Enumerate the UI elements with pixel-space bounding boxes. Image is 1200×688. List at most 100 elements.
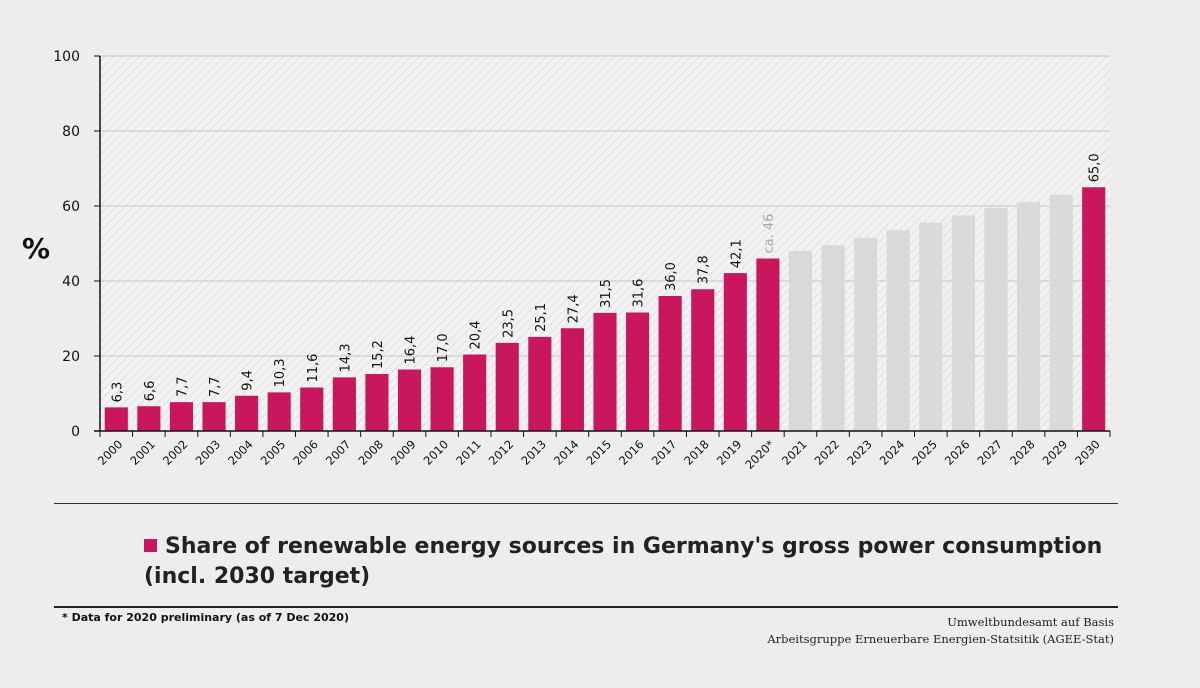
chart: 0 20 40 60 80 100 6,3 6,6 7,7 7,7 9,4 10,3 11,6 14,3…	[22, 49, 1111, 472]
data-label: 11,6	[306, 354, 321, 383]
data-label: 15,2	[371, 340, 386, 369]
bar	[691, 289, 715, 431]
data-label: 42,1	[729, 239, 744, 268]
x-tick-label: 2019	[714, 437, 745, 468]
data-label: 6,6	[143, 381, 158, 402]
bar	[658, 296, 682, 431]
bar	[626, 312, 650, 431]
x-tick-label: 2015	[584, 437, 615, 468]
x-tick-label: 2022	[812, 437, 843, 468]
x-tick-label: 2017	[649, 437, 680, 468]
x-tick-label: 2006	[290, 437, 321, 468]
divider-top	[54, 503, 1118, 504]
x-tick-label: 2013	[518, 437, 549, 468]
bar	[430, 367, 454, 431]
x-tick-label: 2024	[877, 437, 908, 468]
bar	[528, 336, 552, 431]
x-tick-label: 2003	[193, 437, 224, 468]
x-tick-label: 2029	[1040, 437, 1071, 468]
footnote: * Data for 2020 preliminary (as of 7 Dec…	[62, 611, 349, 624]
bar	[365, 374, 389, 431]
y-tick-label: 40	[62, 274, 80, 290]
data-label: 17,0	[436, 333, 451, 362]
trajectory-bar	[951, 215, 975, 431]
data-label: 25,1	[534, 303, 549, 332]
y-tick-label: 60	[62, 199, 80, 215]
bar	[202, 402, 226, 431]
x-tick-label: 2023	[844, 437, 875, 468]
x-tick-label: 2026	[942, 437, 973, 468]
data-label: 20,4	[469, 321, 484, 350]
x-tick-label: 2016	[616, 437, 647, 468]
bar	[495, 342, 519, 431]
x-tick-label: 2005	[258, 437, 289, 468]
bar	[137, 406, 161, 431]
trajectory-bar	[854, 237, 878, 431]
divider-bottom	[54, 606, 1118, 608]
data-label: 36,0	[664, 262, 679, 291]
x-tick-label: 2028	[1007, 437, 1038, 468]
x-tick-label: 2014	[551, 437, 582, 468]
data-label: 6,3	[110, 382, 125, 403]
trajectory-bar	[821, 245, 845, 431]
x-tick-label: 2001	[127, 437, 158, 468]
y-axis: 0 20 40 60 80 100	[53, 49, 101, 440]
y-tick-label: 100	[53, 49, 80, 65]
source-line-1: Umweltbundesamt auf Basis	[947, 615, 1114, 629]
bar	[463, 354, 487, 431]
bar	[235, 395, 259, 431]
bar	[397, 369, 422, 431]
data-label: ca. 46	[762, 214, 777, 254]
x-tick-label: 2007	[323, 437, 354, 468]
x-tick-label: 2002	[160, 437, 191, 468]
bars	[104, 187, 1106, 431]
x-tick-label: 2020*	[742, 437, 777, 472]
x-tick-label: 2030	[1072, 437, 1103, 468]
data-label: 31,5	[599, 279, 614, 308]
y-tick-label: 20	[62, 349, 80, 365]
data-label: 9,4	[241, 370, 256, 391]
data-label: 16,4	[404, 336, 419, 365]
data-label: 65,0	[1088, 153, 1103, 182]
data-label: 23,5	[501, 309, 516, 338]
legend: Share of renewable energy sources in Ger…	[144, 532, 1104, 592]
trajectory-bar	[984, 207, 1008, 431]
x-tick-label: 2025	[909, 437, 940, 468]
bar	[1082, 187, 1106, 431]
data-labels: 6,3 6,6 7,7 7,7 9,4 10,3 11,6 14,3 15,2 16,4 17,0 2…	[110, 153, 1102, 402]
data-label: 31,6	[632, 279, 647, 308]
x-tick-label: 2004	[225, 437, 256, 468]
bar	[593, 312, 617, 431]
legend-label: Share of renewable energy sources in Ger…	[144, 534, 1103, 589]
bar	[723, 273, 747, 431]
trajectory-bar	[1049, 194, 1073, 431]
x-tick-label: 2008	[355, 437, 386, 468]
source-line-2: Arbeitsgruppe Erneuerbare Energien-Stats…	[767, 632, 1114, 646]
trajectory-bar	[919, 222, 943, 431]
y-tick-label: 80	[62, 124, 80, 140]
trajectory-bar	[788, 251, 813, 431]
data-label: 27,4	[566, 294, 581, 323]
trajectory-bar	[886, 230, 910, 431]
x-tick-label: 2011	[453, 437, 484, 468]
bar	[756, 258, 780, 431]
x-tick-label: 2010	[421, 437, 452, 468]
bar	[560, 328, 584, 431]
data-label: 7,7	[175, 376, 190, 397]
x-axis: 2000 2001 2002 2003 2004 2005 2006 2007 2008 2009…	[94, 430, 1111, 472]
x-tick-label: 2018	[681, 437, 712, 468]
x-tick-label: 2000	[95, 437, 126, 468]
source-credit: Umweltbundesamt auf Basis Arbeitsgruppe …	[767, 614, 1114, 648]
legend-swatch	[144, 539, 157, 552]
y-tick-label: 0	[71, 424, 80, 440]
data-label: 7,7	[208, 376, 223, 397]
data-label: 37,8	[697, 255, 712, 284]
data-label: 10,3	[273, 358, 288, 387]
x-tick-label: 2027	[974, 437, 1005, 468]
data-label: 14,3	[338, 343, 353, 372]
x-tick-label: 2012	[486, 437, 517, 468]
trajectory-bar	[1016, 202, 1041, 431]
bar	[300, 387, 324, 431]
bar	[267, 392, 291, 431]
x-tick-label: 2009	[388, 437, 419, 468]
